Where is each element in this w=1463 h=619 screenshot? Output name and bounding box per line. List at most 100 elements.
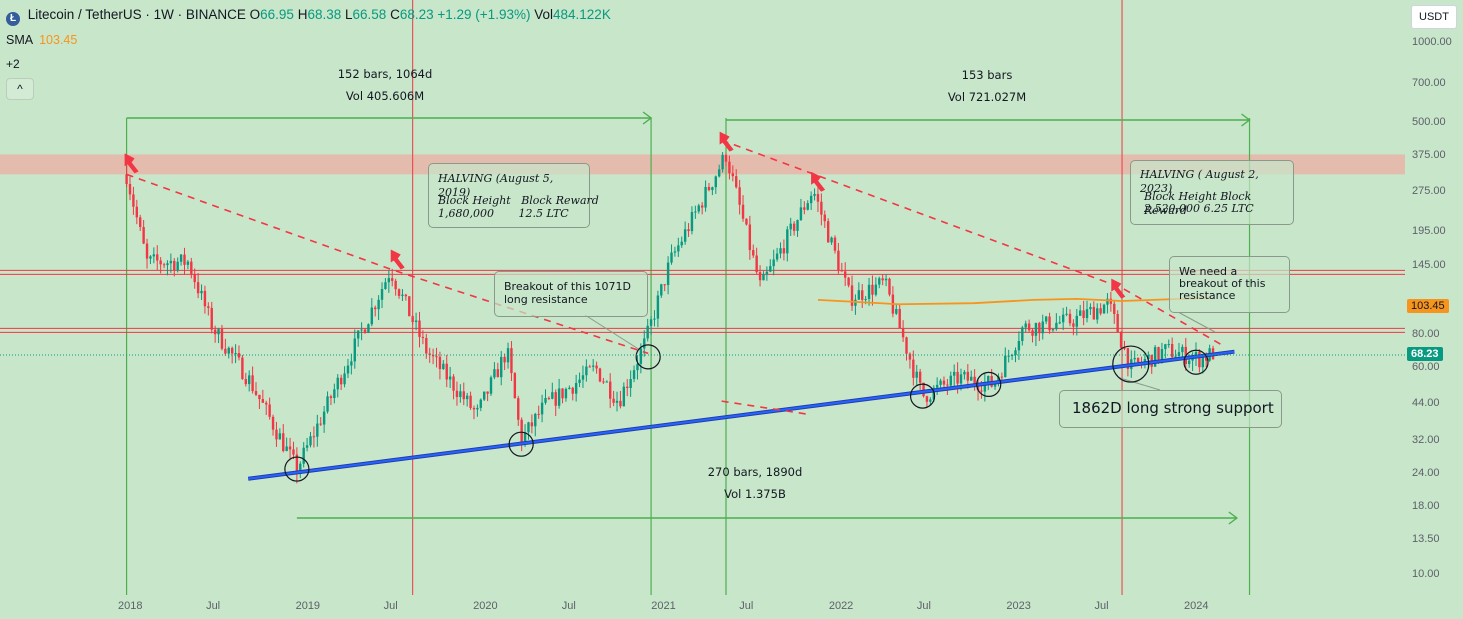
- candle-body: [414, 320, 418, 323]
- high-marker-arrow-1: [390, 249, 405, 270]
- touch-circle-1: [508, 431, 534, 457]
- collapse-legend-button[interactable]: ^: [6, 78, 34, 100]
- candle-body: [1113, 303, 1116, 315]
- candle-body: [377, 299, 380, 310]
- currency-button[interactable]: USDT: [1411, 5, 1457, 29]
- change-value: +1.29 (+1.93%): [437, 7, 531, 22]
- candle-body: [360, 329, 363, 331]
- candle-body: [1031, 330, 1034, 336]
- candle-body: [1170, 344, 1174, 358]
- candle-body: [452, 376, 455, 391]
- need-breakout-note[interactable]: We need a breakout of this resistance: [1169, 256, 1290, 313]
- candle-body: [861, 290, 864, 300]
- candle-body: [254, 391, 258, 395]
- candle-body: [980, 390, 983, 392]
- sma-legend[interactable]: SMA 103.45: [6, 33, 77, 47]
- breakout-1071-line1: Breakout of this 1071D: [504, 280, 631, 293]
- resistance-zone: [0, 154, 1405, 175]
- candle-body: [322, 411, 326, 425]
- candle-body: [169, 260, 173, 264]
- candle-body: [278, 433, 282, 440]
- candle-body: [448, 376, 452, 380]
- candle-body: [1017, 341, 1021, 351]
- candle-body: [1089, 306, 1092, 310]
- candle-body: [874, 284, 878, 295]
- candle-body: [465, 395, 469, 400]
- candle-body: [186, 261, 190, 265]
- candle-body: [844, 271, 847, 278]
- candle-body: [482, 391, 486, 400]
- candle-body: [816, 193, 820, 202]
- chart-header: Ł Litecoin / TetherUS · 1W · BINANCE O66…: [6, 7, 611, 26]
- candle-body: [203, 290, 207, 307]
- candle-body: [435, 356, 438, 358]
- symbol-title[interactable]: Litecoin / TetherUS · 1W · BINANCE: [27, 7, 246, 22]
- candle-body: [503, 356, 506, 363]
- halving-2023-note[interactable]: HALVING ( August 2, 2023) Block Height B…: [1130, 160, 1294, 225]
- candle-body: [792, 223, 796, 231]
- candle-body: [183, 254, 186, 265]
- candle-body: [397, 289, 401, 296]
- y-tick-label: 500.00: [1412, 115, 1446, 128]
- candle-body: [643, 338, 646, 349]
- candle-body: [1143, 359, 1147, 363]
- candle-body: [1201, 356, 1205, 368]
- candle-body: [1160, 349, 1164, 360]
- candle-body: [578, 379, 581, 383]
- candle-body: [1068, 313, 1072, 324]
- more-indicators[interactable]: +2: [6, 57, 20, 71]
- y-tick-label: 700.00: [1412, 76, 1446, 89]
- candle-body: [1041, 321, 1044, 334]
- candle-body: [425, 338, 428, 354]
- halving-2019-line2: 1,680,000 12.5 LTC: [438, 207, 569, 220]
- candle-body: [626, 386, 629, 389]
- candle-body: [258, 394, 261, 400]
- candle-body: [615, 400, 619, 403]
- candle-body: [387, 278, 391, 283]
- candle-body: [1082, 310, 1085, 319]
- candle-body: [1044, 316, 1048, 322]
- candle-body: [312, 436, 316, 438]
- candle-body: [1187, 360, 1191, 365]
- measure-2-vol: Vol 721.027M: [947, 90, 1027, 104]
- breakout-1071-note[interactable]: Breakout of this 1071D long resistance: [494, 271, 648, 317]
- candle-body: [574, 382, 578, 394]
- need-breakout-line3: resistance: [1179, 289, 1236, 302]
- candle-body: [1051, 329, 1055, 331]
- candle-body: [1085, 309, 1089, 319]
- candle-body: [421, 336, 425, 339]
- candle-body: [881, 278, 884, 281]
- candle-body: [1177, 352, 1181, 357]
- candle-body: [370, 307, 374, 325]
- candle-body: [336, 377, 339, 390]
- candle-body: [687, 229, 690, 232]
- measure-2-bars: 153 bars: [961, 68, 1013, 82]
- candle-body: [152, 254, 156, 257]
- support-1862-note[interactable]: 1862D long strong support: [1059, 390, 1282, 428]
- high-value: 68.38: [307, 7, 342, 22]
- measure-label-2: 153 bars Vol 721.027M: [902, 68, 1072, 104]
- candle-body: [997, 376, 1000, 383]
- candle-body: [731, 173, 735, 177]
- candle-body: [871, 284, 874, 295]
- candle-body: [166, 263, 169, 266]
- candle-body: [983, 381, 987, 392]
- candle-body: [595, 365, 598, 369]
- halving-2019-note[interactable]: HALVING (August 5, 2019) Block Height Bl…: [428, 163, 599, 228]
- descending-trendline-2: [721, 400, 812, 416]
- breakout-callout-line: [584, 314, 641, 351]
- candle-body: [717, 169, 721, 177]
- candle-body: [207, 306, 210, 308]
- candle-body: [479, 399, 482, 408]
- touch-circle-4: [976, 371, 1002, 398]
- candle-body: [830, 237, 833, 243]
- candle-body: [888, 278, 891, 295]
- candle-body: [431, 355, 435, 357]
- candle-body: [384, 282, 387, 290]
- y-tick-label: 60.00: [1412, 360, 1440, 373]
- candle-body: [1010, 355, 1014, 357]
- candle-body: [946, 384, 949, 386]
- candle-body: [1116, 314, 1119, 333]
- measure-arrow-2-head: [1241, 113, 1251, 127]
- candle-body: [472, 407, 476, 410]
